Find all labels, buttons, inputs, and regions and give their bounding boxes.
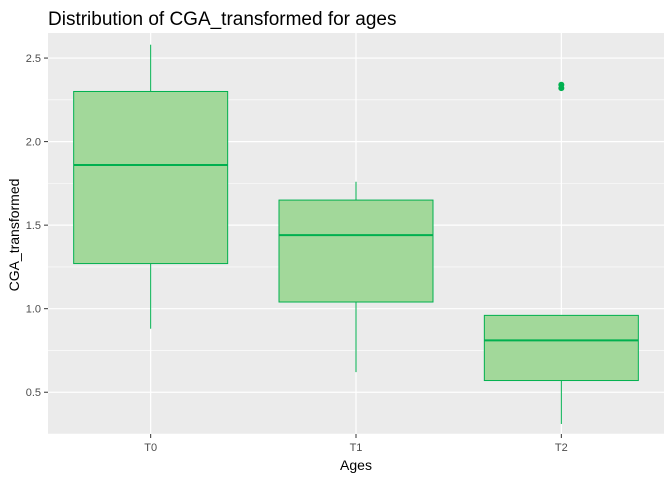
x-axis-ticks: T0 T1 T2 <box>144 434 568 454</box>
y-tick-label: 1.0 <box>26 304 41 316</box>
y-axis-title: CGA_transformed <box>6 179 22 292</box>
box-series <box>73 44 639 424</box>
x-axis-title: Ages <box>340 457 372 473</box>
iqr-box <box>278 199 434 303</box>
y-tick-label: 1.5 <box>26 220 41 232</box>
y-axis-ticks: 0.5 1.0 1.5 2.0 2.5 <box>26 53 48 399</box>
iqr-box <box>73 90 229 265</box>
chart-title: Distribution of CGA_transformed for ages <box>48 9 397 30</box>
iqr-box <box>483 314 639 382</box>
box-T2 <box>483 81 639 424</box>
box-T0 <box>73 44 229 329</box>
y-tick-label: 0.5 <box>26 387 41 399</box>
y-tick-label: 2.0 <box>26 137 41 149</box>
x-tick-label: T1 <box>350 442 363 454</box>
outlier-point <box>558 81 565 88</box>
x-tick-label: T0 <box>144 442 157 454</box>
box-T1 <box>278 181 434 373</box>
y-tick-label: 2.5 <box>26 53 41 65</box>
x-tick-label: T2 <box>555 442 568 454</box>
